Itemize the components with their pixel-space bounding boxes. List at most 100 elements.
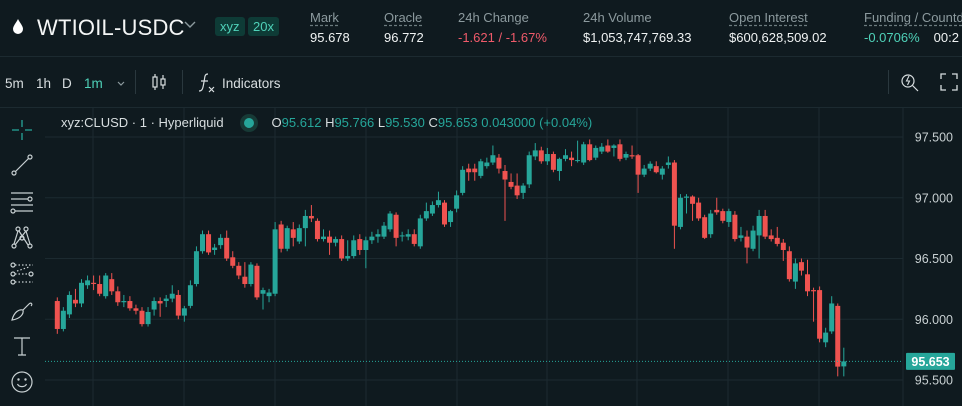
stat-value: 95.678 xyxy=(310,30,350,45)
candle-body xyxy=(429,205,435,214)
candle-body xyxy=(665,162,671,165)
candle-body xyxy=(66,294,72,315)
chevron-down-icon[interactable] xyxy=(116,80,126,88)
candle-body xyxy=(671,162,677,226)
candle-body xyxy=(696,202,702,219)
legend-low: 95.530 xyxy=(385,115,425,130)
candle-body xyxy=(260,290,266,294)
candle-body xyxy=(587,144,593,161)
candle-body xyxy=(169,293,175,299)
candle-body xyxy=(811,290,817,292)
candle-body xyxy=(442,202,447,225)
candle-body xyxy=(405,234,411,237)
timeframe-1m[interactable]: 1m xyxy=(84,76,103,91)
legend-close: 95.653 xyxy=(437,115,478,130)
candle-body xyxy=(653,166,659,173)
candle-body xyxy=(157,301,163,304)
candle-body xyxy=(677,197,683,227)
stat-value: -0.0706% 00:2 xyxy=(864,30,959,45)
stat-label[interactable]: Mark xyxy=(310,10,339,25)
pattern-icon[interactable] xyxy=(9,225,35,251)
candle-body xyxy=(599,146,605,152)
candle-body xyxy=(714,209,720,213)
trend-line-icon[interactable] xyxy=(9,152,35,178)
quick-search-icon[interactable] xyxy=(900,72,920,92)
candle-body xyxy=(466,168,472,173)
stat-label[interactable]: Funding / Countdown xyxy=(864,10,962,25)
divider xyxy=(135,70,136,94)
price-chart[interactable]: 97.500 97.000 96.500 96.000 95.500 95.653 xyxy=(0,108,962,406)
candle-body xyxy=(218,237,224,246)
candle-body xyxy=(284,228,290,249)
y-tick-label: 97.000 xyxy=(915,191,953,205)
candle-body xyxy=(133,308,139,311)
candle-body xyxy=(563,155,568,159)
emoji-icon[interactable] xyxy=(9,369,35,395)
legend-change: 0.043000 (+0.04%) xyxy=(481,115,593,130)
candle-body xyxy=(635,155,641,175)
candle-body xyxy=(569,157,575,161)
candle-body xyxy=(193,251,199,285)
stat-label[interactable]: Oracle xyxy=(384,10,423,25)
candle-body xyxy=(151,301,157,310)
candle-body xyxy=(327,236,333,243)
candle-body xyxy=(550,154,556,170)
candle-body xyxy=(726,211,732,223)
timeframe-5m[interactable]: 5m xyxy=(5,76,24,91)
candle-body xyxy=(423,211,429,219)
indicators-button[interactable]: Indicators xyxy=(222,76,281,91)
candle-body xyxy=(786,251,792,280)
text-icon[interactable] xyxy=(9,333,35,359)
candle-body xyxy=(454,195,460,209)
candle-body xyxy=(345,256,351,259)
candle-body xyxy=(314,220,320,240)
last-price-label: 95.653 xyxy=(911,355,949,369)
candle-body xyxy=(266,292,272,297)
chevron-down-icon[interactable] xyxy=(183,18,197,30)
legend-open: 95.612 xyxy=(281,115,322,130)
candle-body xyxy=(212,247,218,250)
candle-body xyxy=(115,291,121,303)
market-header: WTIOIL-USDC xyz 20x Mark 95.678 Oracle 96.7… xyxy=(0,0,962,57)
candle-body xyxy=(798,262,804,271)
candle-body xyxy=(103,275,109,297)
candle-body xyxy=(369,236,375,241)
crosshair-icon[interactable] xyxy=(9,117,35,143)
stat-24h-volume: 24h Volume $1,053,747,769.33 xyxy=(583,10,691,45)
stat-oracle: Oracle 96.772 xyxy=(384,10,424,45)
candle-body xyxy=(829,303,835,332)
candle-body xyxy=(526,155,532,185)
stat-value: 96.772 xyxy=(384,30,424,45)
fib-icon[interactable] xyxy=(9,261,35,287)
timeframe-1h[interactable]: 1h xyxy=(36,76,52,91)
candle-body xyxy=(756,215,762,236)
candle-style-icon[interactable] xyxy=(151,72,167,92)
stat-mark: Mark 95.678 xyxy=(310,10,350,45)
last-price-badge xyxy=(906,352,955,370)
candle-body xyxy=(85,280,91,286)
market-symbol[interactable]: WTIOIL-USDC xyxy=(37,15,185,40)
stat-label[interactable]: Open Interest xyxy=(729,10,808,25)
candle-body xyxy=(659,168,665,175)
fullscreen-icon[interactable] xyxy=(940,73,958,91)
candle-body xyxy=(502,171,508,180)
candle-body xyxy=(593,147,599,158)
candle-body xyxy=(363,240,369,250)
candle-body xyxy=(744,236,750,248)
candle-body xyxy=(544,154,550,162)
y-tick-label: 97.500 xyxy=(915,131,953,145)
candle-body xyxy=(145,311,151,325)
candle-body xyxy=(206,234,212,253)
candle-body xyxy=(272,229,278,294)
stat-label: 24h Volume xyxy=(583,10,652,25)
candle-body xyxy=(556,158,562,172)
timeframe-d[interactable]: D xyxy=(62,76,72,91)
candle-body xyxy=(472,168,478,173)
candle-body xyxy=(732,214,738,240)
indicators-icon[interactable] xyxy=(198,72,216,94)
candle-body xyxy=(532,150,538,157)
candle-body xyxy=(708,213,714,235)
horizontal-lines-icon[interactable] xyxy=(9,189,35,215)
candle-body xyxy=(817,290,823,339)
brush-icon[interactable] xyxy=(9,298,35,324)
